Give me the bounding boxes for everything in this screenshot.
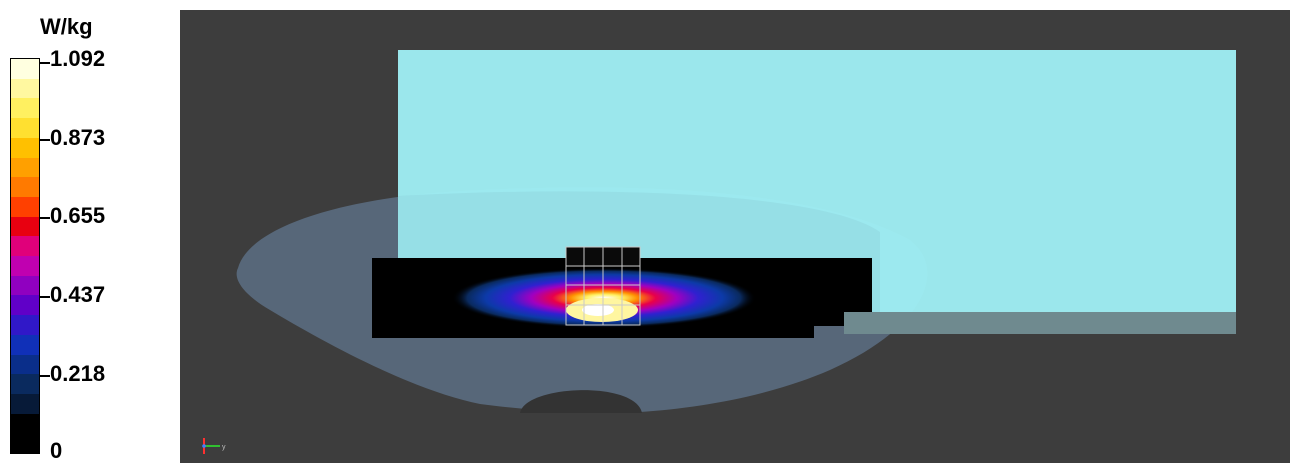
legend-swatch — [11, 118, 39, 138]
legend-label: 0.655 — [50, 203, 106, 228]
sar-hotspot-outer — [452, 268, 756, 328]
legend-swatch — [11, 177, 39, 197]
legend-swatch — [11, 236, 39, 257]
zoom-scan-grid — [565, 246, 641, 326]
legend-swatch — [11, 157, 39, 178]
legend-tick — [40, 62, 50, 64]
legend-swatch — [11, 374, 39, 394]
color-scale-bar — [10, 58, 40, 454]
legend-unit: W/kg — [40, 14, 93, 39]
legend-swatch — [11, 137, 39, 158]
legend-swatch — [11, 59, 39, 79]
legend-tick — [40, 375, 50, 377]
legend-swatch — [11, 196, 39, 217]
legend-swatch — [11, 295, 39, 316]
legend-label-min: 0 — [50, 438, 63, 463]
legend-swatch — [11, 98, 39, 119]
legend-tick — [40, 296, 50, 298]
scene-svg: y — [202, 50, 1236, 454]
legend-swatch — [11, 393, 39, 414]
legend-swatch — [11, 216, 39, 237]
legend-swatch — [11, 413, 39, 434]
legend-label-max: 1.092 — [50, 46, 106, 71]
legend-tick — [40, 139, 50, 141]
legend-swatch — [11, 78, 39, 99]
legend-label: 0.218 — [50, 361, 106, 386]
legend-swatch — [11, 315, 39, 335]
ear-model — [520, 390, 642, 413]
render-viewport[interactable]: y — [180, 10, 1290, 463]
legend-swatch — [11, 354, 39, 375]
legend-swatch — [11, 334, 39, 355]
phantom-base — [844, 312, 1236, 334]
legend-label: 0.873 — [50, 125, 106, 150]
legend-tick — [40, 217, 50, 219]
color-legend: W/kg 1.092 0.873 0.655 0.437 0.218 0 — [0, 0, 175, 463]
legend-label: 0.437 — [50, 282, 106, 307]
axis-triad-icon: y — [202, 438, 226, 454]
sar-hotspot-peak — [582, 304, 614, 316]
legend-swatch — [11, 433, 39, 454]
legend-swatch — [11, 275, 39, 296]
legend-swatch — [11, 256, 39, 276]
svg-text:y: y — [222, 444, 226, 451]
